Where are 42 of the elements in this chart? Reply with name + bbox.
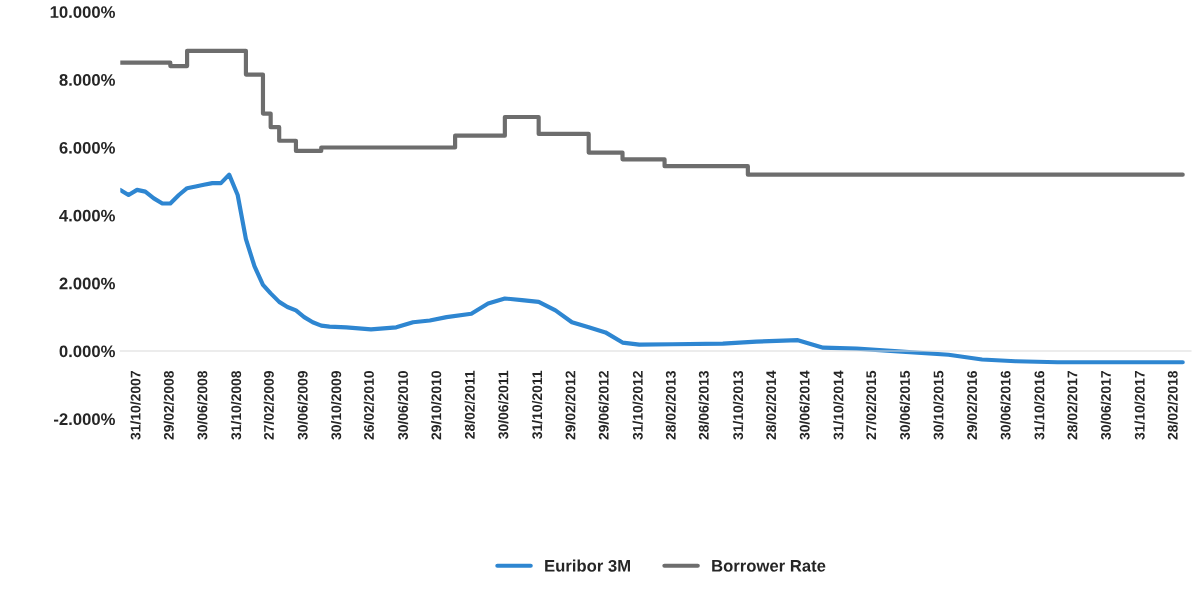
x-tick-label: 31/10/2007 (130, 371, 141, 440)
x-tick-label: 30/06/2015 (899, 370, 911, 440)
legend-label: Borrower Rate (712, 560, 826, 572)
x-tick-label: 26/02/2010 (363, 371, 375, 440)
legend-label: Euribor 3M (545, 559, 630, 572)
y-tick-label: -2.000% (54, 413, 115, 426)
x-tick-label: 31/10/2017 (1134, 371, 1145, 440)
x-tick-label: 30/06/2008 (197, 370, 208, 440)
x-tick-label: 29/02/2008 (163, 370, 174, 440)
x-tick-label: 28/02/2018 (1167, 370, 1178, 440)
x-tick-label: 30/10/2015 (933, 370, 944, 440)
y-tick-label: 4.000% (59, 209, 115, 222)
y-tick-label: 10.000% (50, 6, 115, 18)
x-tick-label: 31/10/2008 (230, 370, 242, 440)
x-tick-label: 31/10/2012 (632, 371, 643, 440)
x-tick-label: 30/06/2017 (1100, 371, 1111, 440)
y-tick-label: 8.000% (59, 74, 115, 86)
line-series (120, 172, 1185, 365)
x-tick-label: 31/10/2014 (833, 370, 844, 440)
x-tick-label: 28/06/2013 (698, 370, 709, 440)
x-tick-label: 31/10/2013 (732, 370, 744, 440)
y-tick-label: 0.000% (59, 345, 115, 358)
x-tick-label: 29/02/2012 (565, 371, 576, 440)
x-tick-label: 28/02/2013 (665, 370, 676, 440)
x-tick-label: 30/06/2010 (397, 371, 409, 440)
x-tick-label: 31/10/2016 (1034, 370, 1045, 440)
x-tick-label: 30/06/2011 (498, 370, 509, 439)
x-tick-label: 28/02/2011 (464, 370, 475, 439)
x-tick-label: 29/06/2012 (598, 371, 609, 440)
x-tick-label: 27/02/2015 (865, 370, 877, 440)
x-tick-label: 30/10/2009 (330, 371, 342, 440)
x-tick-label: 27/02/2009 (263, 371, 274, 440)
x-tick-label: 31/10/2011 (531, 370, 543, 439)
y-tick-label: 6.000% (59, 141, 115, 154)
x-tick-label: 30/06/2009 (297, 371, 308, 440)
x-tick-label: 30/06/2016 (1000, 370, 1011, 440)
x-tick-label: 29/02/2016 (966, 370, 978, 440)
x-tick-label: 28/02/2014 (765, 370, 777, 440)
x-tick-label: 28/02/2017 (1067, 371, 1078, 440)
y-tick-label: 2.000% (59, 277, 115, 290)
x-tick-label: 29/10/2010 (431, 371, 442, 440)
x-tick-label: 30/06/2014 (799, 370, 810, 440)
